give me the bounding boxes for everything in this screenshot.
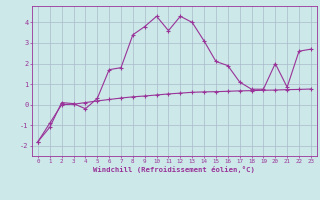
X-axis label: Windchill (Refroidissement éolien,°C): Windchill (Refroidissement éolien,°C) [93,166,255,173]
